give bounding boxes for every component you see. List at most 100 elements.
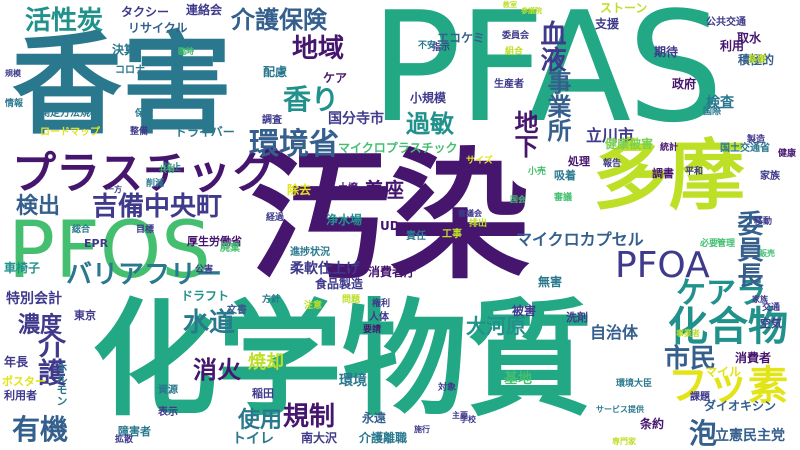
word-shuyou: 主要 [452, 411, 468, 420]
word-riyousha: 利用者 [4, 389, 37, 402]
word-tama: 多摩 [593, 131, 745, 220]
word-roadmap: ロードマップ [40, 127, 100, 138]
word-kurumaisu: 車椅子 [4, 261, 41, 275]
word-seizou: 製造 [747, 135, 766, 145]
word-kensa: 検査 [706, 95, 734, 111]
word-eien: 永遠 [362, 411, 387, 425]
word-chousa: 調査 [262, 115, 282, 126]
word-kazoku: 家族 [760, 171, 780, 182]
word-soft: 柔軟仕上げ [290, 261, 360, 277]
word-kousei: 厚生労働省 [187, 235, 242, 248]
word-kaigo-hoken: 介護保険 [231, 6, 327, 34]
word-kankyo-daijin: 環境大臣 [616, 379, 653, 389]
word-iinchou: 委員長 [733, 210, 763, 288]
word-taxi: タクシー [121, 5, 170, 19]
word-seibi: 整備 [130, 127, 149, 137]
word-boh: 防止 [163, 163, 182, 173]
word-seifu: 政府 [672, 77, 697, 91]
word-sensai: 洗剤 [566, 311, 588, 324]
word-kougai: 公害 [195, 265, 214, 275]
word-shougai: 障害者 [118, 425, 151, 438]
word-shinryo: 審議 [554, 193, 573, 203]
word-houkoku: 報告 [603, 159, 622, 169]
word-microplastic: マイクロプラスチック [338, 141, 458, 155]
word-shiyou: 使用 [238, 408, 283, 433]
word-kassei-tan: 活性炭 [25, 6, 104, 36]
word-shoukaku: 焼却 [248, 352, 284, 373]
word-suido: 水道 [183, 308, 236, 338]
word-shinchoku: 進捗状況 [290, 247, 330, 258]
word-jichitai: 自治体 [590, 323, 639, 342]
word-shien: 支援 [595, 17, 620, 31]
word-sekinin: 責任 [406, 231, 426, 242]
word-kibichuo: 吉備中央町 [92, 192, 223, 222]
word-shiryou: 資源 [158, 385, 178, 396]
word-driver: ドライバー [175, 125, 235, 139]
word-kumiai: 組合 [505, 47, 524, 57]
word-poster: ポスター [2, 375, 46, 388]
word-stone: ストーン [600, 1, 648, 15]
word-kakudai: 拡散 [115, 435, 134, 445]
word-toilet: トイレ [232, 431, 274, 447]
word-kankyosho: 環境省 [249, 127, 339, 162]
word-sakugen: 削減 [146, 179, 165, 189]
word-hanbai: 販売 [759, 249, 775, 258]
word-idou: 移動 [754, 217, 773, 227]
word-sabisu: サービス提供 [596, 405, 644, 414]
word-dioxin: ダイオキシン [704, 399, 777, 413]
word-kessan: 決算 [112, 43, 137, 57]
word-kokkai: 国会 [510, 195, 526, 204]
word-kenkou-higai: 健康被害 [605, 137, 654, 151]
word-shouhin: 基礎 [748, 55, 767, 65]
word-kisei: 規制 [283, 402, 336, 432]
word-jousui: 浄水場 [326, 213, 363, 227]
word-taishou: 対象 [438, 383, 457, 393]
word-koukyo: 公共交通 [706, 17, 746, 28]
word-shingi: 審議会 [458, 209, 482, 218]
word-rinji: 臨時 [178, 47, 194, 56]
word-pfoa: PFOA [615, 245, 710, 286]
word-tokyo: 東京 [74, 309, 96, 322]
word-kyuukou: 吸着 [554, 169, 576, 182]
word-kitai: 期待 [654, 45, 679, 59]
word-kadai: 課題 [690, 392, 710, 403]
word-koshou: 処理 [568, 155, 590, 168]
word-kagobutsu: 化合物 [668, 304, 788, 350]
word-ken: 権利 [372, 299, 391, 309]
word-shouka: 消火 [193, 356, 241, 384]
word-hormone: ホルモン [55, 362, 68, 406]
word-kabin: 過敏 [406, 110, 454, 138]
word-houshin: 方針 [262, 295, 281, 305]
word-ud: UD [380, 219, 400, 233]
word-kaigo: 介護 [34, 330, 67, 386]
word-hitsuyou: 必要 [700, 239, 719, 249]
word-barrier-free: バリアフリー [66, 260, 223, 290]
word-mondai: 問題 [342, 295, 361, 305]
word-toritsu: 取水 [737, 31, 762, 45]
word-shokuhin: 食品製造 [315, 277, 364, 291]
word-epr: EPR [84, 237, 109, 250]
word-seisansha: 生産者 [494, 79, 524, 90]
word-kuki: 空気 [760, 317, 782, 330]
word-kankyou: 環境 [339, 373, 367, 389]
word-kokusai: 国際 [703, 107, 722, 117]
word-fusso: フッ素 [668, 363, 788, 409]
word-senmonka: 専門家 [612, 437, 636, 446]
word-kensetsu: 規模 [5, 69, 21, 78]
word-plastic: プラスチック [12, 148, 276, 199]
word-chiiki: 地域 [292, 34, 345, 64]
word-sannin: 参議院 [521, 7, 542, 15]
word-iinkai: 委員会 [502, 31, 530, 41]
word-shouhisha: 消費者 [735, 351, 772, 365]
word-jouhou: 情報 [5, 99, 24, 109]
word-tachikawa: 立川市 [586, 126, 635, 145]
word-toukei: 統計 [660, 143, 679, 153]
word-muryou: 無害 [538, 275, 563, 289]
word-you: 要請 [363, 325, 382, 335]
word-kokubunji: 国分寺市 [328, 111, 384, 127]
word-sekkyoku: 積極的 [738, 53, 775, 67]
word-inadera: 稲田 [252, 387, 274, 400]
word-sai: サイズ [466, 156, 493, 166]
word-chousho: 調書 [652, 167, 674, 180]
